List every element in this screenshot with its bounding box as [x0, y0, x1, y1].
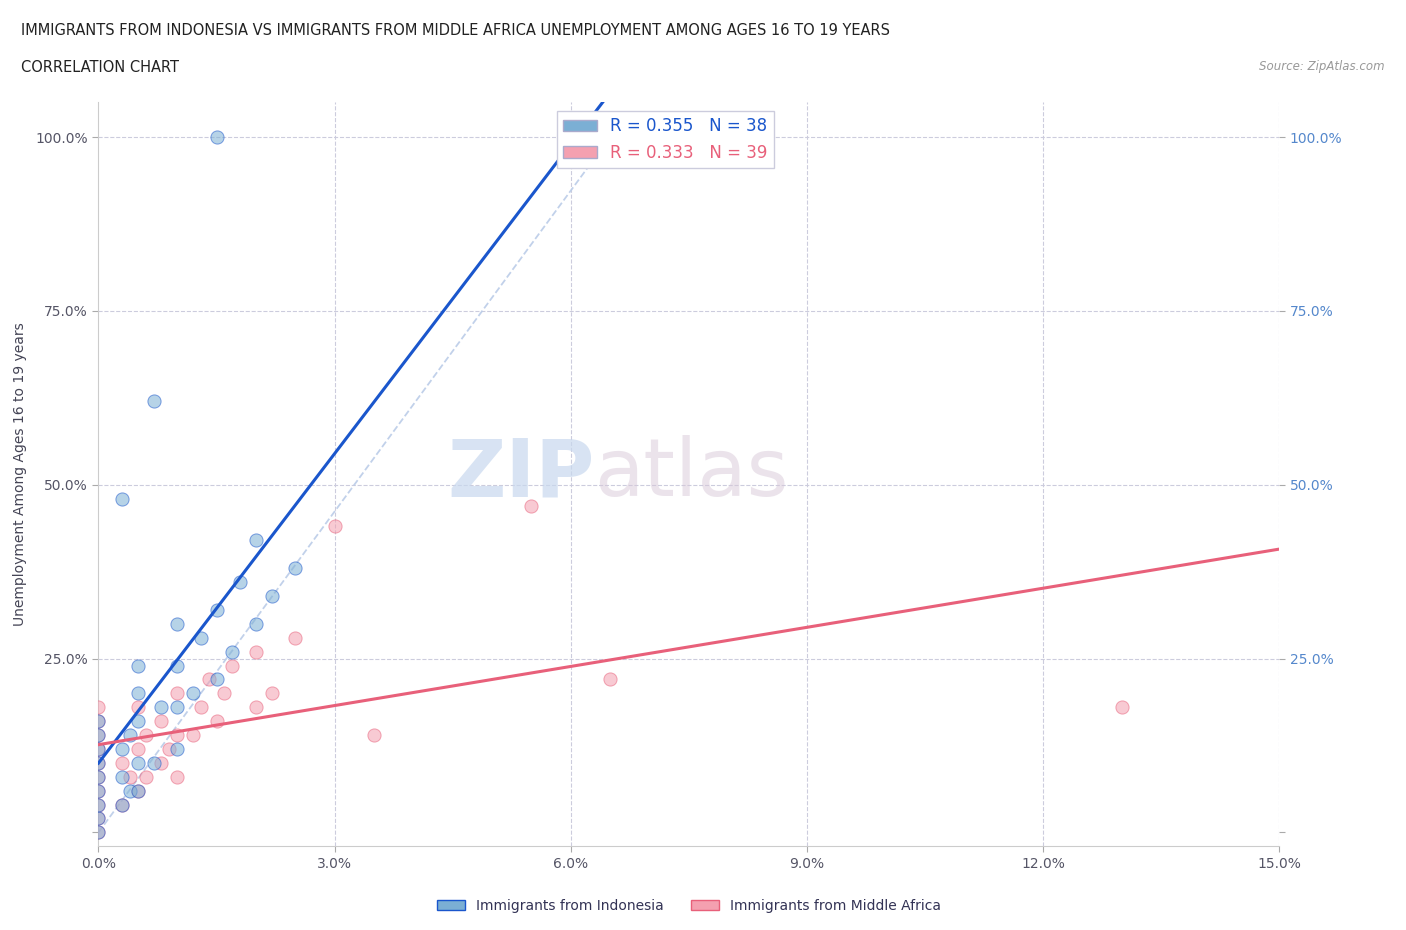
Text: IMMIGRANTS FROM INDONESIA VS IMMIGRANTS FROM MIDDLE AFRICA UNEMPLOYMENT AMONG AG: IMMIGRANTS FROM INDONESIA VS IMMIGRANTS … [21, 23, 890, 38]
Point [135, 769, 157, 784]
Point [87, 727, 110, 742]
Point [205, 713, 228, 728]
Point [127, 686, 149, 701]
Point [127, 783, 149, 798]
Point [157, 741, 180, 756]
Point [118, 783, 141, 798]
Text: ZIP: ZIP [447, 435, 595, 513]
Point [87, 797, 110, 812]
Point [111, 797, 134, 812]
Point [205, 603, 228, 618]
Point [111, 741, 134, 756]
Point [166, 769, 188, 784]
Point [1111, 699, 1133, 714]
Point [166, 658, 188, 673]
Point [150, 699, 173, 714]
Point [599, 672, 621, 687]
Point [87, 713, 110, 728]
Y-axis label: Unemployment Among Ages 16 to 19 years: Unemployment Among Ages 16 to 19 years [13, 323, 27, 626]
Point [87, 769, 110, 784]
Point [260, 686, 283, 701]
Point [166, 699, 188, 714]
Point [142, 755, 165, 770]
Point [166, 741, 188, 756]
Point [284, 631, 307, 645]
Point [87, 825, 110, 840]
Point [87, 741, 110, 756]
Point [214, 686, 236, 701]
Point [127, 699, 149, 714]
Point [87, 769, 110, 784]
Point [87, 825, 110, 840]
Point [87, 783, 110, 798]
Point [142, 393, 165, 408]
Point [190, 699, 212, 714]
Point [118, 769, 141, 784]
Point [127, 741, 149, 756]
Legend: R = 0.355   N = 38, R = 0.333   N = 39: R = 0.355 N = 38, R = 0.333 N = 39 [557, 111, 775, 168]
Point [87, 699, 110, 714]
Point [205, 672, 228, 687]
Point [87, 783, 110, 798]
Point [197, 672, 219, 687]
Point [127, 658, 149, 673]
Point [135, 727, 157, 742]
Point [127, 755, 149, 770]
Point [111, 491, 134, 506]
Point [127, 713, 149, 728]
Point [229, 575, 252, 590]
Point [245, 533, 267, 548]
Point [111, 755, 134, 770]
Point [87, 727, 110, 742]
Legend: Immigrants from Indonesia, Immigrants from Middle Africa: Immigrants from Indonesia, Immigrants fr… [432, 894, 946, 919]
Text: Source: ZipAtlas.com: Source: ZipAtlas.com [1260, 60, 1385, 73]
Point [284, 561, 307, 576]
Point [150, 755, 173, 770]
Point [245, 699, 267, 714]
Point [87, 755, 110, 770]
Point [118, 727, 141, 742]
Point [221, 644, 243, 659]
Point [87, 713, 110, 728]
Point [127, 783, 149, 798]
Point [87, 741, 110, 756]
Point [166, 727, 188, 742]
Point [260, 589, 283, 604]
Point [520, 498, 543, 513]
Point [205, 129, 228, 144]
Point [245, 644, 267, 659]
Point [150, 713, 173, 728]
Point [166, 617, 188, 631]
Point [87, 811, 110, 826]
Point [87, 797, 110, 812]
Text: CORRELATION CHART: CORRELATION CHART [21, 60, 179, 75]
Point [111, 769, 134, 784]
Point [323, 519, 346, 534]
Point [111, 797, 134, 812]
Point [87, 811, 110, 826]
Point [181, 727, 204, 742]
Point [245, 617, 267, 631]
Point [363, 727, 385, 742]
Point [181, 686, 204, 701]
Point [87, 755, 110, 770]
Point [190, 631, 212, 645]
Point [166, 686, 188, 701]
Point [221, 658, 243, 673]
Text: atlas: atlas [595, 435, 789, 513]
